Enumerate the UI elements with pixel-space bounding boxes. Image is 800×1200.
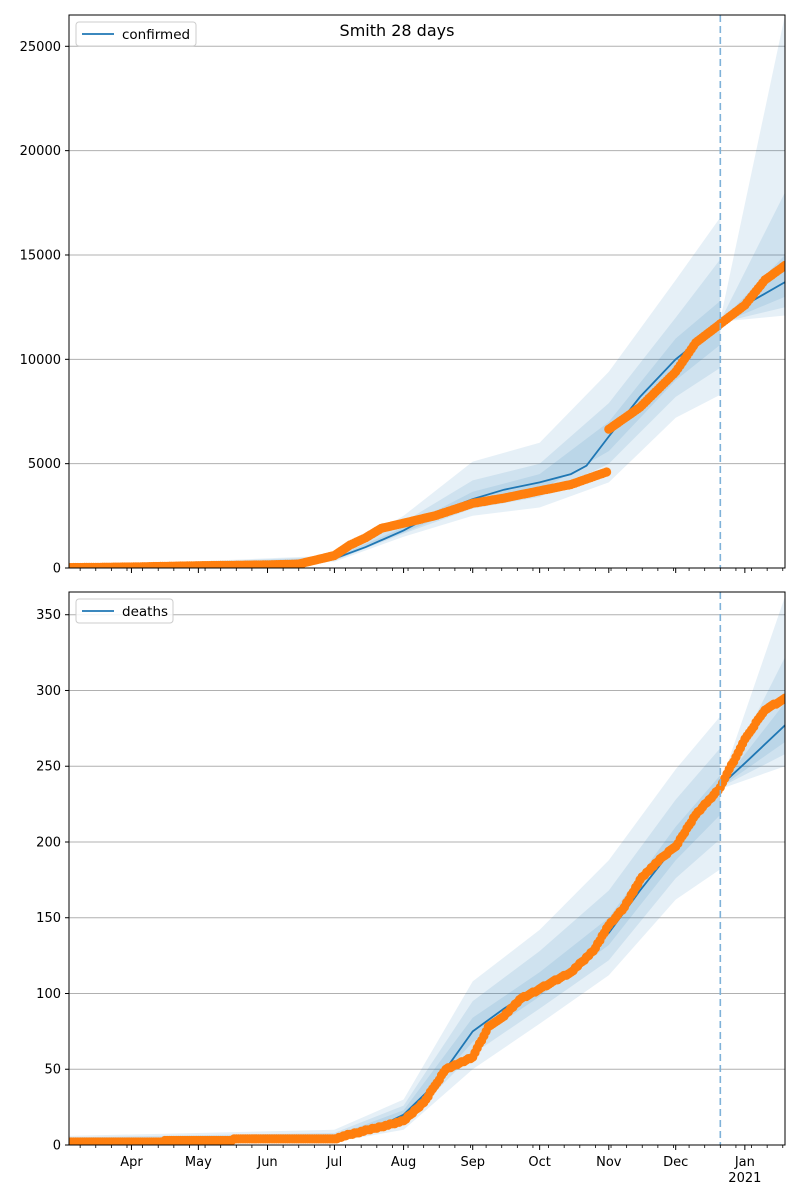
y-tick-label: 250 bbox=[36, 760, 61, 775]
x-tick-label-line: Sep bbox=[460, 1155, 485, 1170]
x-tick-label-line: 2021 bbox=[728, 1171, 761, 1186]
y-tick-label: 5000 bbox=[28, 457, 61, 472]
uncertainty-band-outer bbox=[69, 596, 785, 1145]
x-tick-label-line: Oct bbox=[528, 1155, 550, 1170]
observed-point bbox=[780, 693, 785, 703]
uncertainty-band-middle bbox=[69, 192, 785, 568]
y-tick-label: 200 bbox=[36, 835, 61, 850]
legend-box bbox=[75, 598, 174, 624]
x-tick-label-line: May bbox=[185, 1155, 212, 1170]
y-tick-label: 0 bbox=[53, 1139, 61, 1154]
x-tick-label: Jul bbox=[326, 1155, 343, 1170]
y-tick-label: 50 bbox=[44, 1063, 61, 1078]
y-tick-label: 15000 bbox=[20, 248, 61, 263]
legend-box bbox=[75, 21, 197, 47]
panel-deaths: 0 50 100 150 200 250 300 350 Apr May Jun Jul Aug Sep O… bbox=[36, 591, 786, 1186]
x-tick-label: Jun bbox=[256, 1155, 277, 1170]
x-tick-label: Dec bbox=[663, 1155, 688, 1170]
axes-frame bbox=[68, 14, 786, 569]
legend-label: deaths bbox=[122, 604, 168, 620]
y-tick-label: 350 bbox=[36, 608, 61, 623]
x-tick-label: Oct bbox=[528, 1155, 550, 1170]
x-tick-label-line: Jan bbox=[734, 1155, 755, 1170]
x-tick-label-line: Aug bbox=[391, 1155, 416, 1170]
x-tick-label-line: Dec bbox=[663, 1155, 688, 1170]
plot-area bbox=[69, 596, 785, 1145]
figure-title: Smith 28 days bbox=[340, 21, 455, 40]
x-tick-label: Sep bbox=[460, 1155, 485, 1170]
x-tick-label-line: Jun bbox=[256, 1155, 277, 1170]
plot-area bbox=[69, 15, 785, 568]
y-tick-label: 25000 bbox=[20, 40, 61, 55]
x-tick-label-line: Apr bbox=[120, 1155, 143, 1170]
y-tick-label: 10000 bbox=[20, 353, 61, 368]
y-tick-label: 0 bbox=[53, 562, 61, 577]
x-tick-label: Nov bbox=[596, 1155, 622, 1170]
y-tick-label: 300 bbox=[36, 684, 61, 699]
x-tick-label-line: Jul bbox=[326, 1155, 343, 1170]
x-tick-label: Aug bbox=[391, 1155, 416, 1170]
uncertainty-band-outer bbox=[69, 15, 785, 568]
x-tick-label: May bbox=[185, 1155, 212, 1170]
observed-point bbox=[602, 467, 612, 477]
x-tick-label: Jan 2021 bbox=[728, 1155, 761, 1186]
observed-points bbox=[69, 260, 785, 568]
x-tick-label-line: Nov bbox=[596, 1155, 622, 1170]
y-tick-label: 100 bbox=[36, 987, 61, 1002]
y-tick-label: 150 bbox=[36, 911, 61, 926]
observed-points bbox=[69, 693, 785, 1145]
uncertainty-band-middle bbox=[69, 657, 785, 1145]
observed-point bbox=[780, 260, 785, 270]
y-tick-label: 20000 bbox=[20, 144, 61, 159]
x-tick-label: Apr bbox=[120, 1155, 143, 1170]
panel-confirmed: 0 5000 10000 15000 20000 25000 confirmed bbox=[20, 14, 786, 577]
legend-label: confirmed bbox=[122, 27, 190, 43]
axes-frame bbox=[68, 591, 786, 1146]
